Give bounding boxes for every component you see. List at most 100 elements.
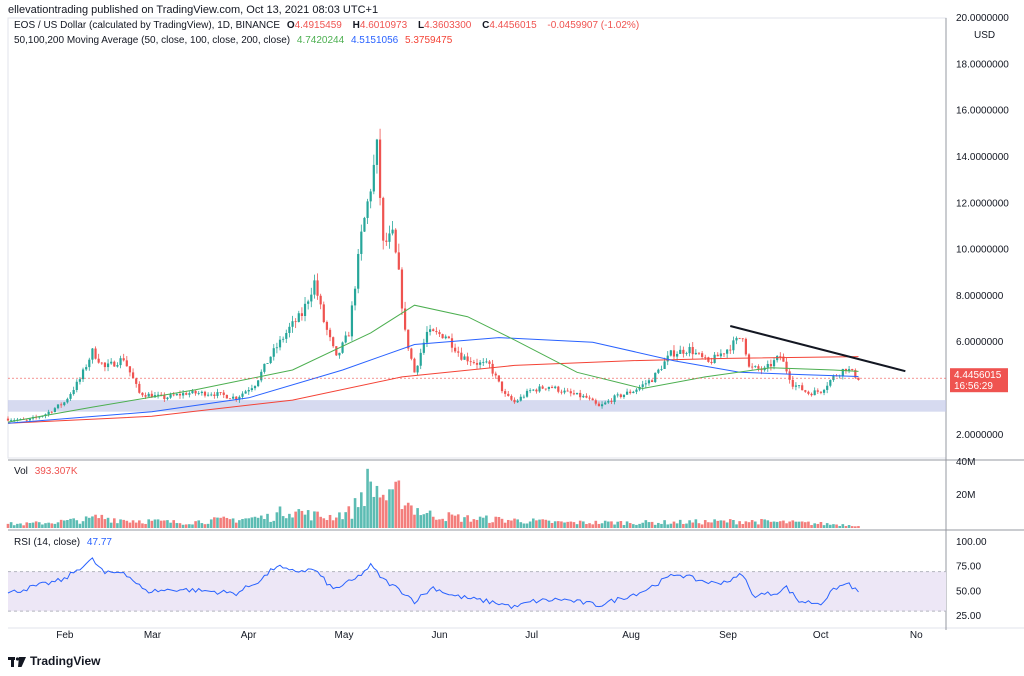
candle-body: [147, 393, 150, 397]
candle-body: [585, 395, 588, 398]
candle-body: [344, 335, 347, 343]
volume-bar: [785, 523, 788, 528]
price-tick-label: 16.0000000: [956, 106, 1009, 117]
candle-body: [75, 381, 78, 391]
candle-body: [347, 335, 350, 337]
candle-body: [6, 418, 10, 421]
volume-bar: [62, 520, 66, 528]
volume-bar: [825, 523, 829, 528]
candle-body: [247, 390, 250, 392]
candle-body: [591, 398, 594, 401]
volume-bar: [369, 481, 372, 528]
rsi-band: [8, 571, 946, 612]
volume-bar: [12, 525, 16, 528]
candle-body: [638, 386, 641, 390]
candle-body: [363, 217, 366, 232]
volume-bar: [366, 468, 369, 528]
candle-body: [272, 348, 275, 357]
candle-body: [332, 337, 335, 347]
candle-body: [422, 342, 425, 353]
volume-bar: [72, 518, 75, 528]
volume-bar: [335, 517, 338, 528]
volume-bar: [194, 521, 197, 528]
volume-bar: [672, 521, 676, 528]
candle-body: [275, 347, 278, 349]
candle-body: [97, 358, 100, 363]
candle-body: [797, 385, 801, 387]
candle-body: [557, 386, 560, 392]
volume-bar: [172, 520, 176, 528]
time-tick-label: Jun: [431, 630, 447, 641]
candle-body: [710, 361, 713, 364]
time-tick-label: Feb: [56, 630, 74, 641]
candle-body: [569, 391, 572, 394]
candle-body: [510, 395, 513, 400]
candle-body: [297, 313, 300, 322]
volume-bar: [829, 524, 832, 528]
candle-body: [72, 390, 75, 395]
volume-bar: [75, 520, 79, 528]
candle-body: [457, 351, 460, 353]
rsi-label: RSI (14, close): [14, 537, 81, 548]
candle-body: [63, 402, 66, 406]
candle-body: [604, 402, 607, 405]
volume-bar: [147, 519, 150, 528]
candle-body: [213, 394, 216, 396]
volume-bar: [116, 523, 119, 528]
candle-body: [697, 352, 701, 354]
volume-bar: [647, 522, 651, 528]
candle-body: [300, 313, 304, 316]
candle-body: [741, 338, 744, 340]
candle-body: [316, 280, 319, 296]
volume-bar: [216, 517, 219, 528]
candle-body: [829, 380, 832, 386]
candle-body: [13, 420, 16, 421]
candle-body: [291, 321, 294, 327]
volume-bar: [822, 525, 826, 528]
candle-body: [444, 336, 447, 339]
volume-bar: [591, 524, 594, 528]
volume-bar: [638, 523, 641, 528]
volume-bar: [263, 519, 266, 528]
rsi-tick-label: 100.00: [956, 537, 987, 548]
volume-bar: [31, 522, 35, 528]
volume-bar: [28, 523, 32, 528]
candle-body: [726, 349, 729, 354]
volume-bar: [250, 517, 254, 528]
candle-body: [729, 349, 732, 351]
volume-value: 393.307K: [34, 466, 78, 477]
volume-bar: [119, 519, 122, 528]
volume-bar: [103, 519, 107, 528]
candle-body: [822, 389, 826, 393]
tradingview-footer[interactable]: TradingView: [8, 654, 100, 668]
volume-bar: [513, 518, 516, 528]
candle-body: [210, 394, 213, 396]
volume-bar: [153, 519, 157, 528]
candle-body: [110, 361, 113, 364]
volume-bar: [375, 485, 379, 528]
volume-bar: [269, 521, 272, 528]
volume-bar: [810, 525, 813, 528]
candle-body: [407, 329, 410, 349]
volume-bar: [550, 523, 554, 528]
volume-bar: [463, 517, 466, 528]
candle-body: [350, 305, 354, 337]
volume-bar: [807, 521, 810, 528]
candle-body: [644, 383, 647, 385]
volume-bar: [819, 522, 823, 528]
price-pane-frame: [7, 17, 947, 459]
volume-bar: [391, 489, 394, 528]
volume-bar: [732, 520, 735, 528]
candle-body: [679, 349, 682, 354]
candle-body: [472, 362, 475, 363]
candle-body: [397, 252, 400, 270]
rsi-tick-label: 75.00: [956, 562, 981, 573]
volume-bar: [497, 516, 501, 528]
volume-bar: [644, 520, 648, 528]
candle-body: [266, 362, 269, 364]
volume-bar: [569, 521, 573, 528]
volume-bar: [460, 521, 463, 528]
countdown-label: 16:56:29: [954, 381, 993, 392]
volume-bar: [291, 517, 294, 528]
volume-bar: [113, 518, 116, 528]
